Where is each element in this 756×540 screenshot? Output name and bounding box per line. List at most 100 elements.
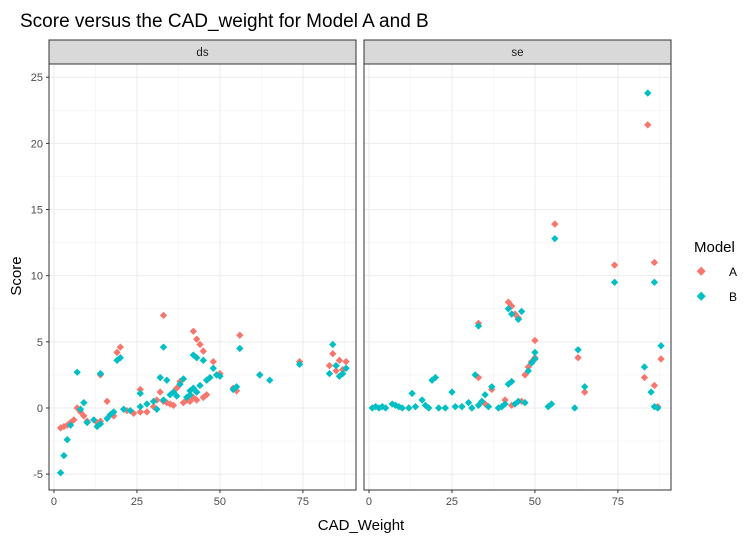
data-point bbox=[63, 436, 71, 444]
data-point bbox=[551, 220, 559, 228]
data-point bbox=[103, 397, 111, 406]
data-point bbox=[56, 469, 65, 477]
data-point bbox=[83, 418, 91, 427]
data-point bbox=[80, 412, 88, 420]
data-point bbox=[504, 305, 513, 313]
data-point bbox=[408, 389, 416, 398]
data-point bbox=[644, 121, 652, 129]
data-point bbox=[342, 364, 350, 372]
data-point bbox=[551, 234, 559, 243]
data-point bbox=[236, 331, 244, 339]
data-point bbox=[610, 278, 619, 286]
legend-item-b: B bbox=[696, 290, 737, 304]
data-point bbox=[514, 397, 523, 406]
data-point bbox=[478, 397, 486, 406]
data-point bbox=[159, 396, 168, 404]
data-point bbox=[325, 361, 334, 370]
legend: Model A B bbox=[694, 239, 737, 304]
data-point bbox=[143, 408, 151, 416]
y-tick-label: 25 bbox=[31, 72, 43, 84]
data-point bbox=[193, 354, 201, 362]
data-point bbox=[640, 363, 649, 371]
facet-strip bbox=[363, 39, 672, 65]
data-point bbox=[657, 342, 665, 350]
data-point bbox=[398, 404, 406, 412]
data-point bbox=[70, 416, 78, 424]
series-B bbox=[56, 340, 350, 477]
y-tick-label: 20 bbox=[31, 138, 43, 150]
data-point bbox=[644, 89, 652, 97]
data-point bbox=[143, 400, 151, 408]
legend-title: Model bbox=[694, 239, 735, 256]
data-point bbox=[381, 404, 390, 412]
data-point bbox=[159, 311, 168, 320]
data-point bbox=[126, 406, 134, 415]
legend-label-a: A bbox=[729, 265, 737, 279]
data-point bbox=[113, 348, 121, 357]
data-point bbox=[574, 346, 582, 354]
y-tick-label: 10 bbox=[31, 271, 43, 283]
data-point bbox=[531, 336, 539, 345]
data-point bbox=[468, 404, 476, 412]
data-point bbox=[295, 360, 304, 368]
data-point bbox=[501, 396, 509, 404]
data-point bbox=[335, 356, 344, 365]
data-point bbox=[266, 376, 274, 384]
data-point bbox=[481, 391, 489, 399]
y-axis-title: Score bbox=[8, 256, 25, 295]
data-point bbox=[136, 385, 144, 394]
data-point bbox=[342, 357, 350, 366]
data-point bbox=[547, 400, 556, 408]
y-tick-label: 0 bbox=[37, 403, 43, 415]
data-point bbox=[531, 348, 539, 357]
data-point bbox=[196, 381, 204, 390]
facet-strip bbox=[48, 39, 357, 65]
data-point bbox=[136, 389, 144, 398]
data-point bbox=[531, 355, 539, 363]
data-point bbox=[73, 368, 81, 376]
y-tick-label: 15 bbox=[31, 205, 43, 217]
data-point bbox=[332, 361, 340, 370]
data-point bbox=[193, 396, 201, 404]
data-point bbox=[514, 315, 523, 324]
data-point bbox=[96, 369, 105, 378]
data-point bbox=[654, 404, 662, 412]
facet-strip-label: se bbox=[511, 47, 523, 59]
facet-panel-ds: ds 0 25 50 75 -5 0 5 10 15 20 25 bbox=[31, 39, 357, 508]
data-point bbox=[640, 373, 649, 382]
x-axis-title: CAD_Weight bbox=[318, 517, 405, 534]
data-point bbox=[650, 381, 659, 390]
data-point bbox=[176, 380, 184, 388]
data-point bbox=[464, 399, 473, 407]
data-point bbox=[189, 327, 198, 335]
data-point bbox=[90, 416, 98, 424]
data-point bbox=[471, 371, 479, 379]
data-point bbox=[484, 402, 493, 411]
data-point bbox=[571, 404, 579, 412]
data-point bbox=[501, 400, 509, 408]
data-point bbox=[209, 357, 217, 366]
data-point bbox=[488, 383, 496, 391]
data-point bbox=[650, 278, 659, 286]
data-point bbox=[657, 355, 665, 363]
data-point bbox=[581, 388, 589, 396]
data-point bbox=[173, 392, 181, 400]
data-point bbox=[80, 399, 88, 407]
panel-border bbox=[363, 63, 672, 491]
x-tick-label: 75 bbox=[612, 496, 624, 508]
data-point bbox=[339, 369, 347, 378]
panel-border bbox=[48, 63, 357, 491]
data-point bbox=[451, 402, 459, 411]
data-point bbox=[216, 372, 224, 380]
data-point bbox=[179, 375, 188, 383]
data-point bbox=[196, 340, 204, 349]
data-point bbox=[434, 404, 443, 412]
data-point bbox=[524, 367, 532, 375]
data-point bbox=[332, 367, 340, 375]
data-point bbox=[650, 258, 659, 267]
data-point bbox=[156, 373, 164, 382]
data-point bbox=[448, 388, 456, 396]
x-tick-label: 50 bbox=[529, 496, 541, 508]
x-tick-label: 50 bbox=[214, 496, 226, 508]
